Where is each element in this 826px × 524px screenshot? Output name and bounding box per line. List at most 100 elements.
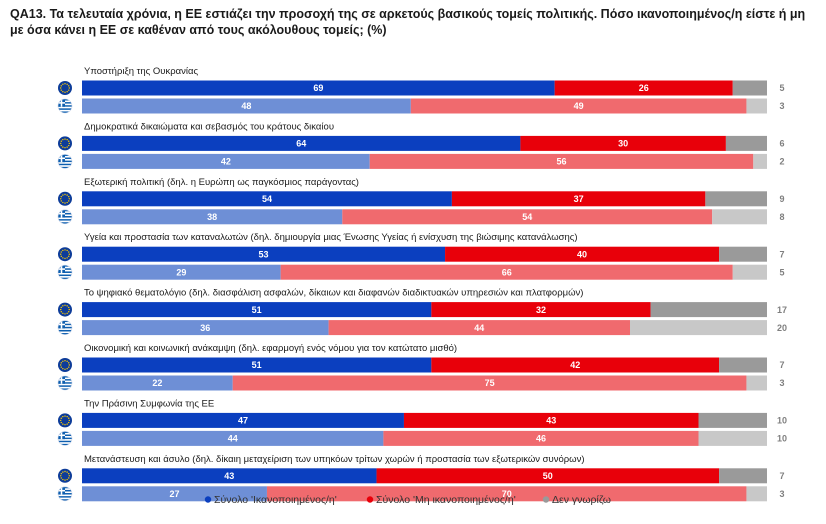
bar-segment	[719, 357, 767, 373]
category-label: Οικονομική και κοινωνική ανάκαμψη (δηλ. …	[84, 343, 457, 354]
eu-flag-icon	[58, 247, 72, 262]
bar-segment	[410, 98, 747, 114]
eu-flag-icon	[58, 81, 72, 95]
data-label: 10	[777, 416, 787, 426]
bar-segment	[431, 357, 720, 373]
data-label: 42	[570, 360, 580, 370]
category-label: Υποστήριξη της Ουκρανίας	[84, 66, 198, 77]
data-label: 43	[546, 416, 556, 426]
data-label: 32	[536, 305, 546, 315]
bar-segment	[369, 153, 754, 169]
greece-flag-icon	[57, 320, 73, 335]
data-label: 40	[577, 249, 587, 259]
data-label: 26	[639, 83, 649, 93]
data-label: 5	[779, 83, 784, 93]
data-label: 70	[502, 489, 512, 499]
data-label: 7	[779, 471, 784, 481]
bar-segment	[746, 98, 767, 114]
greece-flag-icon	[57, 375, 73, 391]
data-label: 3	[779, 378, 784, 388]
data-label: 2	[779, 157, 784, 167]
data-label: 7	[779, 249, 784, 259]
data-label: 29	[176, 267, 186, 277]
bar-segment	[82, 375, 233, 391]
bar-segment	[82, 264, 281, 280]
bar-segment	[342, 209, 713, 225]
data-label: 53	[259, 249, 269, 259]
data-label: 3	[779, 101, 784, 111]
greece-flag-icon	[57, 486, 73, 502]
legend-entry: Σύνολο 'Ικανοποιημένος/η'	[214, 494, 337, 506]
greece-flag-icon	[57, 154, 73, 169]
data-label: 36	[200, 323, 210, 333]
bar-segment	[280, 264, 733, 280]
eu-flag-icon	[58, 413, 72, 428]
data-label: 37	[574, 194, 584, 204]
data-label: 20	[777, 323, 787, 333]
greece-flag-icon	[57, 209, 73, 225]
category-label: Μετανάστευση και άσυλο (δηλ. δίκαιη μετα…	[84, 454, 585, 465]
legend-marker	[542, 496, 550, 503]
bar-segment	[445, 246, 720, 262]
data-label: 3	[779, 489, 784, 499]
data-label: 75	[485, 378, 495, 388]
legend-marker	[204, 496, 212, 503]
bar-segment	[266, 486, 747, 502]
bar-segment	[451, 191, 706, 207]
eu-flag-icon	[58, 302, 72, 317]
bar-segment	[82, 412, 404, 428]
greece-flag-icon	[57, 98, 73, 114]
bar-segment	[520, 135, 726, 151]
bar-segment	[712, 209, 767, 225]
data-label: 44	[474, 323, 484, 333]
data-label: 48	[241, 101, 251, 111]
bar-segment	[698, 430, 767, 446]
bar-segment	[698, 412, 767, 428]
bar-segment	[82, 209, 343, 225]
data-label: 5	[779, 267, 784, 277]
bar-segment	[431, 302, 651, 318]
data-label: 46	[536, 434, 546, 444]
data-label: 54	[262, 194, 272, 204]
data-label: 51	[252, 360, 262, 370]
category-label: Το ψηφιακό θεματολόγιο (δηλ. διασφάλιση …	[84, 288, 583, 299]
bar-segment	[82, 302, 432, 318]
legend-marker	[366, 496, 374, 503]
bar-segment	[383, 430, 699, 446]
bar-segment	[82, 98, 411, 114]
eu-flag-icon	[58, 358, 72, 372]
data-label: 64	[296, 139, 306, 149]
bar-segment	[719, 468, 767, 484]
bar-segment	[82, 486, 267, 502]
bar-segment	[732, 264, 767, 280]
data-label: 9	[779, 194, 784, 204]
bar-segment	[554, 80, 733, 96]
bar-segment	[82, 468, 377, 484]
data-label: 43	[224, 471, 234, 481]
bar-segment	[719, 246, 767, 262]
data-label: 10	[777, 434, 787, 444]
bar-segment	[82, 153, 370, 169]
eu-flag-icon	[58, 468, 72, 483]
data-label: 6	[779, 139, 784, 149]
bar-segment	[650, 302, 767, 318]
bar-segment	[746, 486, 767, 502]
bar-segment	[82, 80, 555, 96]
data-label: 47	[238, 416, 248, 426]
data-label: 66	[502, 267, 512, 277]
bar-segment	[725, 135, 767, 151]
greece-flag-icon	[57, 431, 73, 446]
legend-entry: Δεν γνωρίζω	[552, 494, 611, 506]
data-label: 51	[252, 305, 262, 315]
bar-segment	[403, 412, 699, 428]
bar-segment	[82, 320, 329, 336]
bar-segment	[630, 320, 767, 336]
data-label: 54	[522, 212, 532, 222]
category-label: Εξωτερική πολιτική (δηλ. η Ευρώπη ως παγ…	[84, 177, 359, 188]
category-label: Δημοκρατικά δικαιώματα και σεβασμός του …	[84, 121, 334, 132]
eu-flag-icon	[58, 191, 72, 206]
data-label: 56	[556, 157, 566, 167]
data-label: 50	[543, 471, 553, 481]
data-label: 42	[221, 157, 231, 167]
data-label: 8	[779, 212, 784, 222]
